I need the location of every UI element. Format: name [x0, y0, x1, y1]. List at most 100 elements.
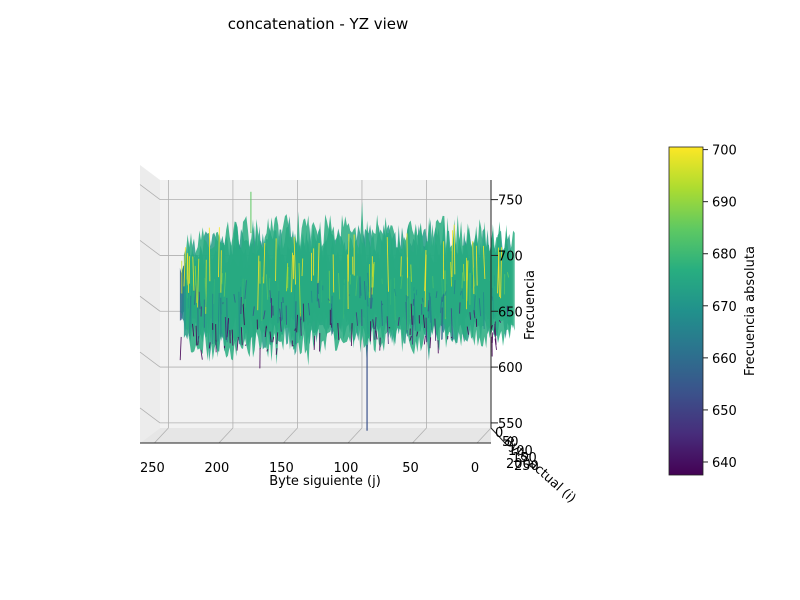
grid-line [139, 351, 161, 368]
surface-streak [453, 224, 456, 275]
surface-streak [240, 327, 243, 346]
surface-streak [347, 233, 350, 282]
surface-streak [410, 264, 412, 282]
surface-streak [375, 330, 378, 340]
surface-streak [506, 272, 510, 278]
surface-streak [294, 328, 296, 332]
surface-streak [266, 349, 269, 352]
surface-streak [208, 227, 211, 282]
grid-line [412, 427, 427, 444]
y-tick-label: 100 [508, 444, 533, 459]
surface-streak [275, 238, 277, 282]
surface-streak [429, 337, 432, 349]
surface-streak [183, 247, 186, 287]
surface-streak [279, 308, 282, 322]
grid-line [476, 427, 492, 444]
surface-streak [269, 290, 272, 304]
y-axis-ticks: 0 50 100 150 200 250 [495, 426, 539, 474]
surface-streak [386, 237, 389, 292]
surface-streak [393, 288, 397, 297]
surface-streak [498, 319, 502, 323]
surface-streak [195, 325, 198, 346]
surface-streak [233, 294, 236, 303]
surface-streak [462, 263, 465, 282]
surface-streak [424, 254, 427, 308]
surface-streak [461, 288, 464, 299]
surface-streak [461, 272, 463, 292]
surface-streak [389, 279, 392, 305]
colorbar-tick-label: 640 [712, 456, 737, 471]
colorbar-tick-label: 670 [712, 300, 737, 315]
surface-streak [218, 227, 220, 278]
surface-streak [252, 306, 255, 316]
surface-streak [328, 270, 331, 304]
colorbar-tick-label: 700 [712, 144, 737, 159]
surface-streak [359, 276, 362, 296]
colorbar-tick-label: 660 [712, 352, 737, 367]
surface-streak [432, 276, 434, 289]
surface-streak [291, 252, 294, 293]
z-tick-label: 700 [498, 249, 523, 264]
surface-streak [327, 298, 330, 302]
grid-line [283, 427, 298, 444]
surface-streak [450, 261, 453, 287]
chart-title: concatenation - YZ view [228, 15, 409, 33]
x-tick-label: 250 [140, 461, 165, 476]
surface-streak [180, 293, 182, 314]
surface-streak [192, 256, 195, 291]
surface-streak [263, 310, 266, 320]
surface-streak [429, 296, 433, 330]
surface-streak [198, 291, 201, 309]
grid-line [139, 240, 161, 256]
surface-streak [393, 277, 396, 321]
surface-streak [460, 290, 462, 296]
surface-streak [317, 242, 320, 283]
z-tick-label: 550 [498, 417, 523, 432]
surface-streak [224, 316, 227, 340]
surface-streak [370, 287, 372, 309]
surface-streak [453, 280, 456, 295]
surface-streak [400, 275, 403, 289]
surface-streak [265, 326, 267, 329]
surface-streak [434, 318, 437, 341]
surface-streak [272, 336, 275, 343]
surface-streak [380, 300, 383, 326]
surface-streak [441, 293, 445, 340]
surface-streak [289, 277, 292, 293]
surface-streak [416, 331, 419, 337]
x-tick-label: 50 [402, 461, 419, 476]
surface-streak [223, 272, 227, 297]
surface-streak [366, 285, 369, 334]
surface-streak [343, 283, 345, 285]
surface-streak [268, 278, 271, 297]
z-axis-ticks: 550 600 650 700 750 [491, 194, 523, 432]
surface-streak [296, 314, 298, 333]
surface-streak [213, 279, 215, 304]
surface-streak [428, 293, 431, 319]
surface-streak [381, 303, 384, 306]
surface-streak [192, 323, 195, 337]
surface-streak [332, 254, 335, 293]
surface-streak [239, 286, 242, 333]
surface-streak [244, 344, 247, 346]
surface-streak [236, 336, 239, 351]
surface-streak [421, 297, 424, 303]
surface-streak [374, 317, 377, 340]
z-tick-label: 750 [498, 194, 523, 209]
surface-streak [242, 303, 245, 326]
surface-streak [263, 242, 266, 284]
surface-streak [189, 295, 192, 337]
surface-streak [226, 319, 229, 338]
x-axis-label: Byte siguiente (j) [269, 474, 381, 489]
y-tick-label: 50 [502, 435, 519, 450]
surface-streak [500, 247, 503, 299]
surface-streak [338, 273, 341, 300]
surface-streak [367, 272, 370, 292]
surface-streak [206, 282, 209, 337]
floor-pane [140, 428, 491, 443]
surface-streak [413, 287, 415, 291]
surface-streak [337, 322, 340, 341]
surface-streak [179, 336, 182, 361]
surface-streak [472, 267, 475, 287]
